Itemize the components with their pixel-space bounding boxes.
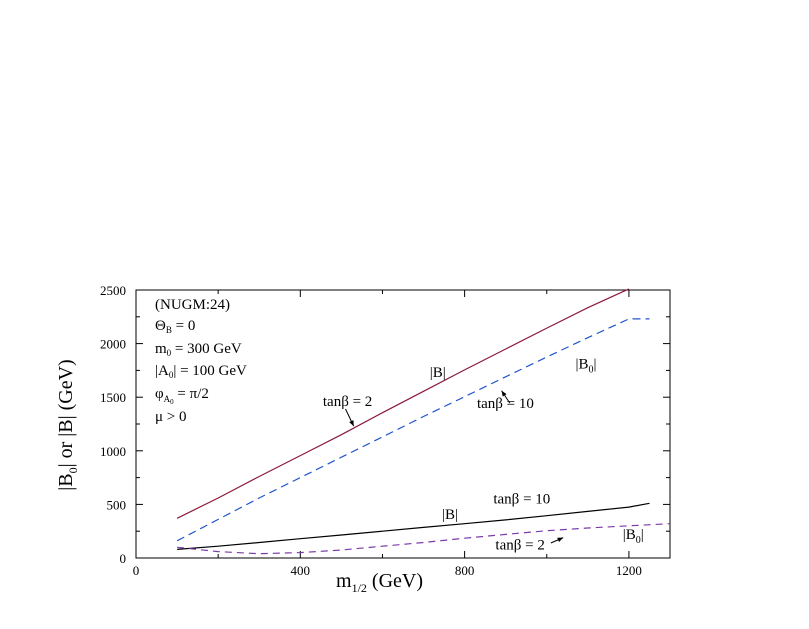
x-tick-label: 400 — [291, 563, 311, 578]
series-B_tan10 — [177, 502, 650, 550]
ticks: 0 400 800 1200 0 500 1000 1500 2000 2500 — [100, 283, 670, 578]
arrow-tan2-lower-head — [557, 537, 564, 542]
ann-m0: m0 = 300 GeV — [155, 341, 242, 358]
y-tick-label: 2000 — [100, 337, 126, 352]
series-B_tan2 — [176, 288, 630, 519]
ann-phi: φA0 = π/2 — [155, 386, 209, 406]
curve-label: |B| — [442, 507, 458, 523]
annotation-block: (NUGM:24) ΘB = 0 m0 = 300 GeV |A0| = 100… — [155, 297, 247, 425]
ann-mu: μ > 0 — [155, 409, 187, 425]
ann-a0: |A0| = 100 GeV — [155, 363, 247, 380]
curve-label: tanβ = 10 — [493, 491, 550, 507]
y-tick-label: 0 — [120, 551, 127, 566]
labels: |B| |B0| tanβ = 2 tanβ = 10 |B| tanβ = 10 tanβ… — [323, 356, 644, 553]
x-tick-label: 0 — [133, 563, 140, 578]
curve-label: tanβ = 2 — [323, 394, 372, 410]
curve-label: |B| — [430, 365, 446, 381]
series-B0_tan10 — [176, 318, 650, 542]
x-tick-label: 800 — [455, 563, 475, 578]
curves — [176, 288, 671, 555]
plot-frame — [135, 289, 671, 559]
ann-model: (NUGM:24) — [155, 297, 230, 313]
curve-label: |B0| — [623, 527, 644, 546]
curve-label: tanβ = 2 — [495, 537, 544, 553]
y-tick-label: 1500 — [100, 390, 126, 405]
y-axis-title: |B0| or |B| (GeV) — [55, 359, 80, 490]
series-B0_tan2 — [177, 523, 671, 555]
y-tick-label: 500 — [107, 497, 127, 512]
curve-label: |B0| — [576, 356, 597, 375]
x-tick-label: 1200 — [616, 563, 642, 578]
ann-theta: ΘB = 0 — [155, 318, 195, 335]
curve-label: tanβ = 10 — [477, 396, 534, 412]
arrows — [345, 390, 564, 544]
svg-text:|B0| or |B| (GeV): |B0| or |B| (GeV) — [55, 359, 80, 490]
x-axis-title: m1/2 (GeV) — [336, 570, 423, 595]
y-tick-label: 1000 — [100, 444, 126, 459]
y-tick-label: 2500 — [100, 283, 126, 298]
arrow-tan10-head — [501, 390, 507, 397]
arrow-tan2-head — [349, 420, 354, 427]
